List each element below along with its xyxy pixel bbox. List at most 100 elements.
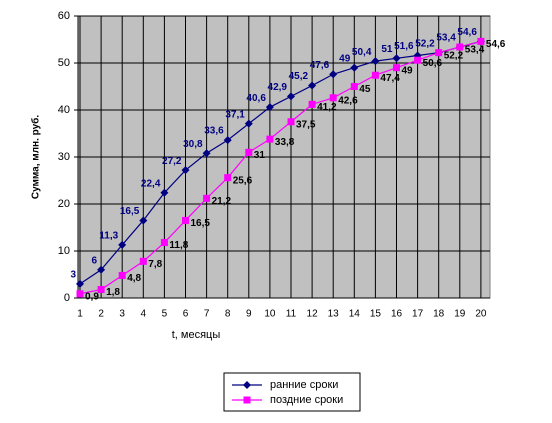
x-tick-label: 5 <box>162 309 168 320</box>
data-label: 54,6 <box>457 27 477 38</box>
data-label: 16,5 <box>120 206 140 217</box>
x-tick-label: 6 <box>183 309 189 320</box>
data-label: 33,6 <box>204 126 224 137</box>
point <box>243 381 251 389</box>
point <box>308 100 316 108</box>
y-tick-label: 40 <box>58 104 70 116</box>
point <box>371 57 380 66</box>
x-tick-label: 20 <box>475 309 487 320</box>
x-tick-label: 11 <box>286 309 297 320</box>
point <box>350 63 359 72</box>
data-label: 37,1 <box>225 109 245 120</box>
legend-label: поздние сроки <box>270 394 343 406</box>
data-label: 31 <box>254 150 266 161</box>
data-label: 42,9 <box>268 82 288 93</box>
point <box>393 64 400 72</box>
data-label: 40,6 <box>246 93 266 104</box>
x-tick-label: 19 <box>454 309 466 320</box>
data-label: 52,2 <box>444 50 464 61</box>
x-tick-label: 10 <box>264 309 276 320</box>
point <box>202 149 211 158</box>
data-label: 11,3 <box>99 231 118 242</box>
point <box>182 216 189 224</box>
data-label: 52,2 <box>415 38 435 49</box>
data-label: 11,8 <box>169 240 188 251</box>
point <box>224 174 232 182</box>
data-label: 16,5 <box>191 218 211 229</box>
point <box>139 257 147 265</box>
data-label: 1,8 <box>106 287 120 298</box>
data-label: 54,6 <box>486 39 506 50</box>
point <box>160 188 169 197</box>
data-label: 37,5 <box>296 119 316 130</box>
data-label: 49 <box>402 65 414 76</box>
legend-label: ранние сроки <box>270 379 338 391</box>
point <box>203 194 211 202</box>
y-tick-label: 50 <box>58 57 70 69</box>
data-label: 33,8 <box>275 137 295 148</box>
data-label: 50,4 <box>352 47 372 58</box>
data-label: 45,2 <box>289 71 309 82</box>
y-tick-label: 30 <box>58 151 70 163</box>
x-tick-label: 4 <box>141 309 147 320</box>
x-tick-label: 2 <box>98 309 104 320</box>
y-tick-label: 60 <box>58 10 70 22</box>
data-label: 22,4 <box>141 178 161 189</box>
point <box>308 81 317 90</box>
y-axis-title: Сумма, млн. руб. <box>30 115 42 199</box>
data-label: 45 <box>359 84 371 95</box>
point <box>265 103 274 112</box>
x-tick-label: 7 <box>204 309 210 320</box>
data-label: 53,4 <box>436 33 456 44</box>
point <box>329 70 338 79</box>
point <box>118 240 127 249</box>
x-tick-label: 8 <box>225 309 231 320</box>
point <box>118 271 126 279</box>
x-tick-label: 17 <box>412 309 424 320</box>
point <box>350 83 358 90</box>
x-tick-label: 18 <box>433 309 445 320</box>
point <box>245 148 253 156</box>
point <box>435 49 443 57</box>
data-label: 50,6 <box>423 58 443 69</box>
x-tick-label: 14 <box>349 309 361 320</box>
x-tick-label: 15 <box>370 309 382 320</box>
data-label: 53,4 <box>465 45 485 56</box>
data-label: 47,6 <box>310 60 330 71</box>
data-label: 47,4 <box>380 73 400 84</box>
data-label: 4,8 <box>127 273 141 284</box>
x-tick-label: 16 <box>391 309 403 320</box>
data-label: 51 <box>381 44 393 55</box>
x-tick-label: 3 <box>119 309 125 320</box>
point <box>392 54 401 63</box>
y-tick-label: 10 <box>58 245 70 257</box>
series-line <box>79 40 482 295</box>
point <box>223 136 232 145</box>
data-label: 27,2 <box>162 156 182 167</box>
point <box>76 290 84 298</box>
point <box>243 396 251 404</box>
point <box>97 286 105 294</box>
point <box>371 71 379 79</box>
x-tick-label: 9 <box>246 309 252 320</box>
point <box>160 239 168 247</box>
point <box>414 56 422 64</box>
x-tick-label: 1 <box>77 309 83 320</box>
point <box>244 119 253 128</box>
x-axis-title: t, месяцы <box>172 329 221 341</box>
point <box>76 279 84 288</box>
data-label: 42,6 <box>338 95 358 106</box>
data-label: 21,2 <box>212 196 232 207</box>
point <box>287 118 295 126</box>
data-label: 0,9 <box>85 291 99 302</box>
data-label: 41,2 <box>317 102 337 113</box>
point <box>456 43 464 51</box>
y-tick-label: 0 <box>64 292 70 304</box>
data-label: 6 <box>92 255 98 266</box>
point <box>181 166 190 175</box>
data-label: 49 <box>339 53 351 64</box>
data-label: 30,8 <box>183 139 203 150</box>
point <box>97 265 106 274</box>
point <box>477 37 485 45</box>
